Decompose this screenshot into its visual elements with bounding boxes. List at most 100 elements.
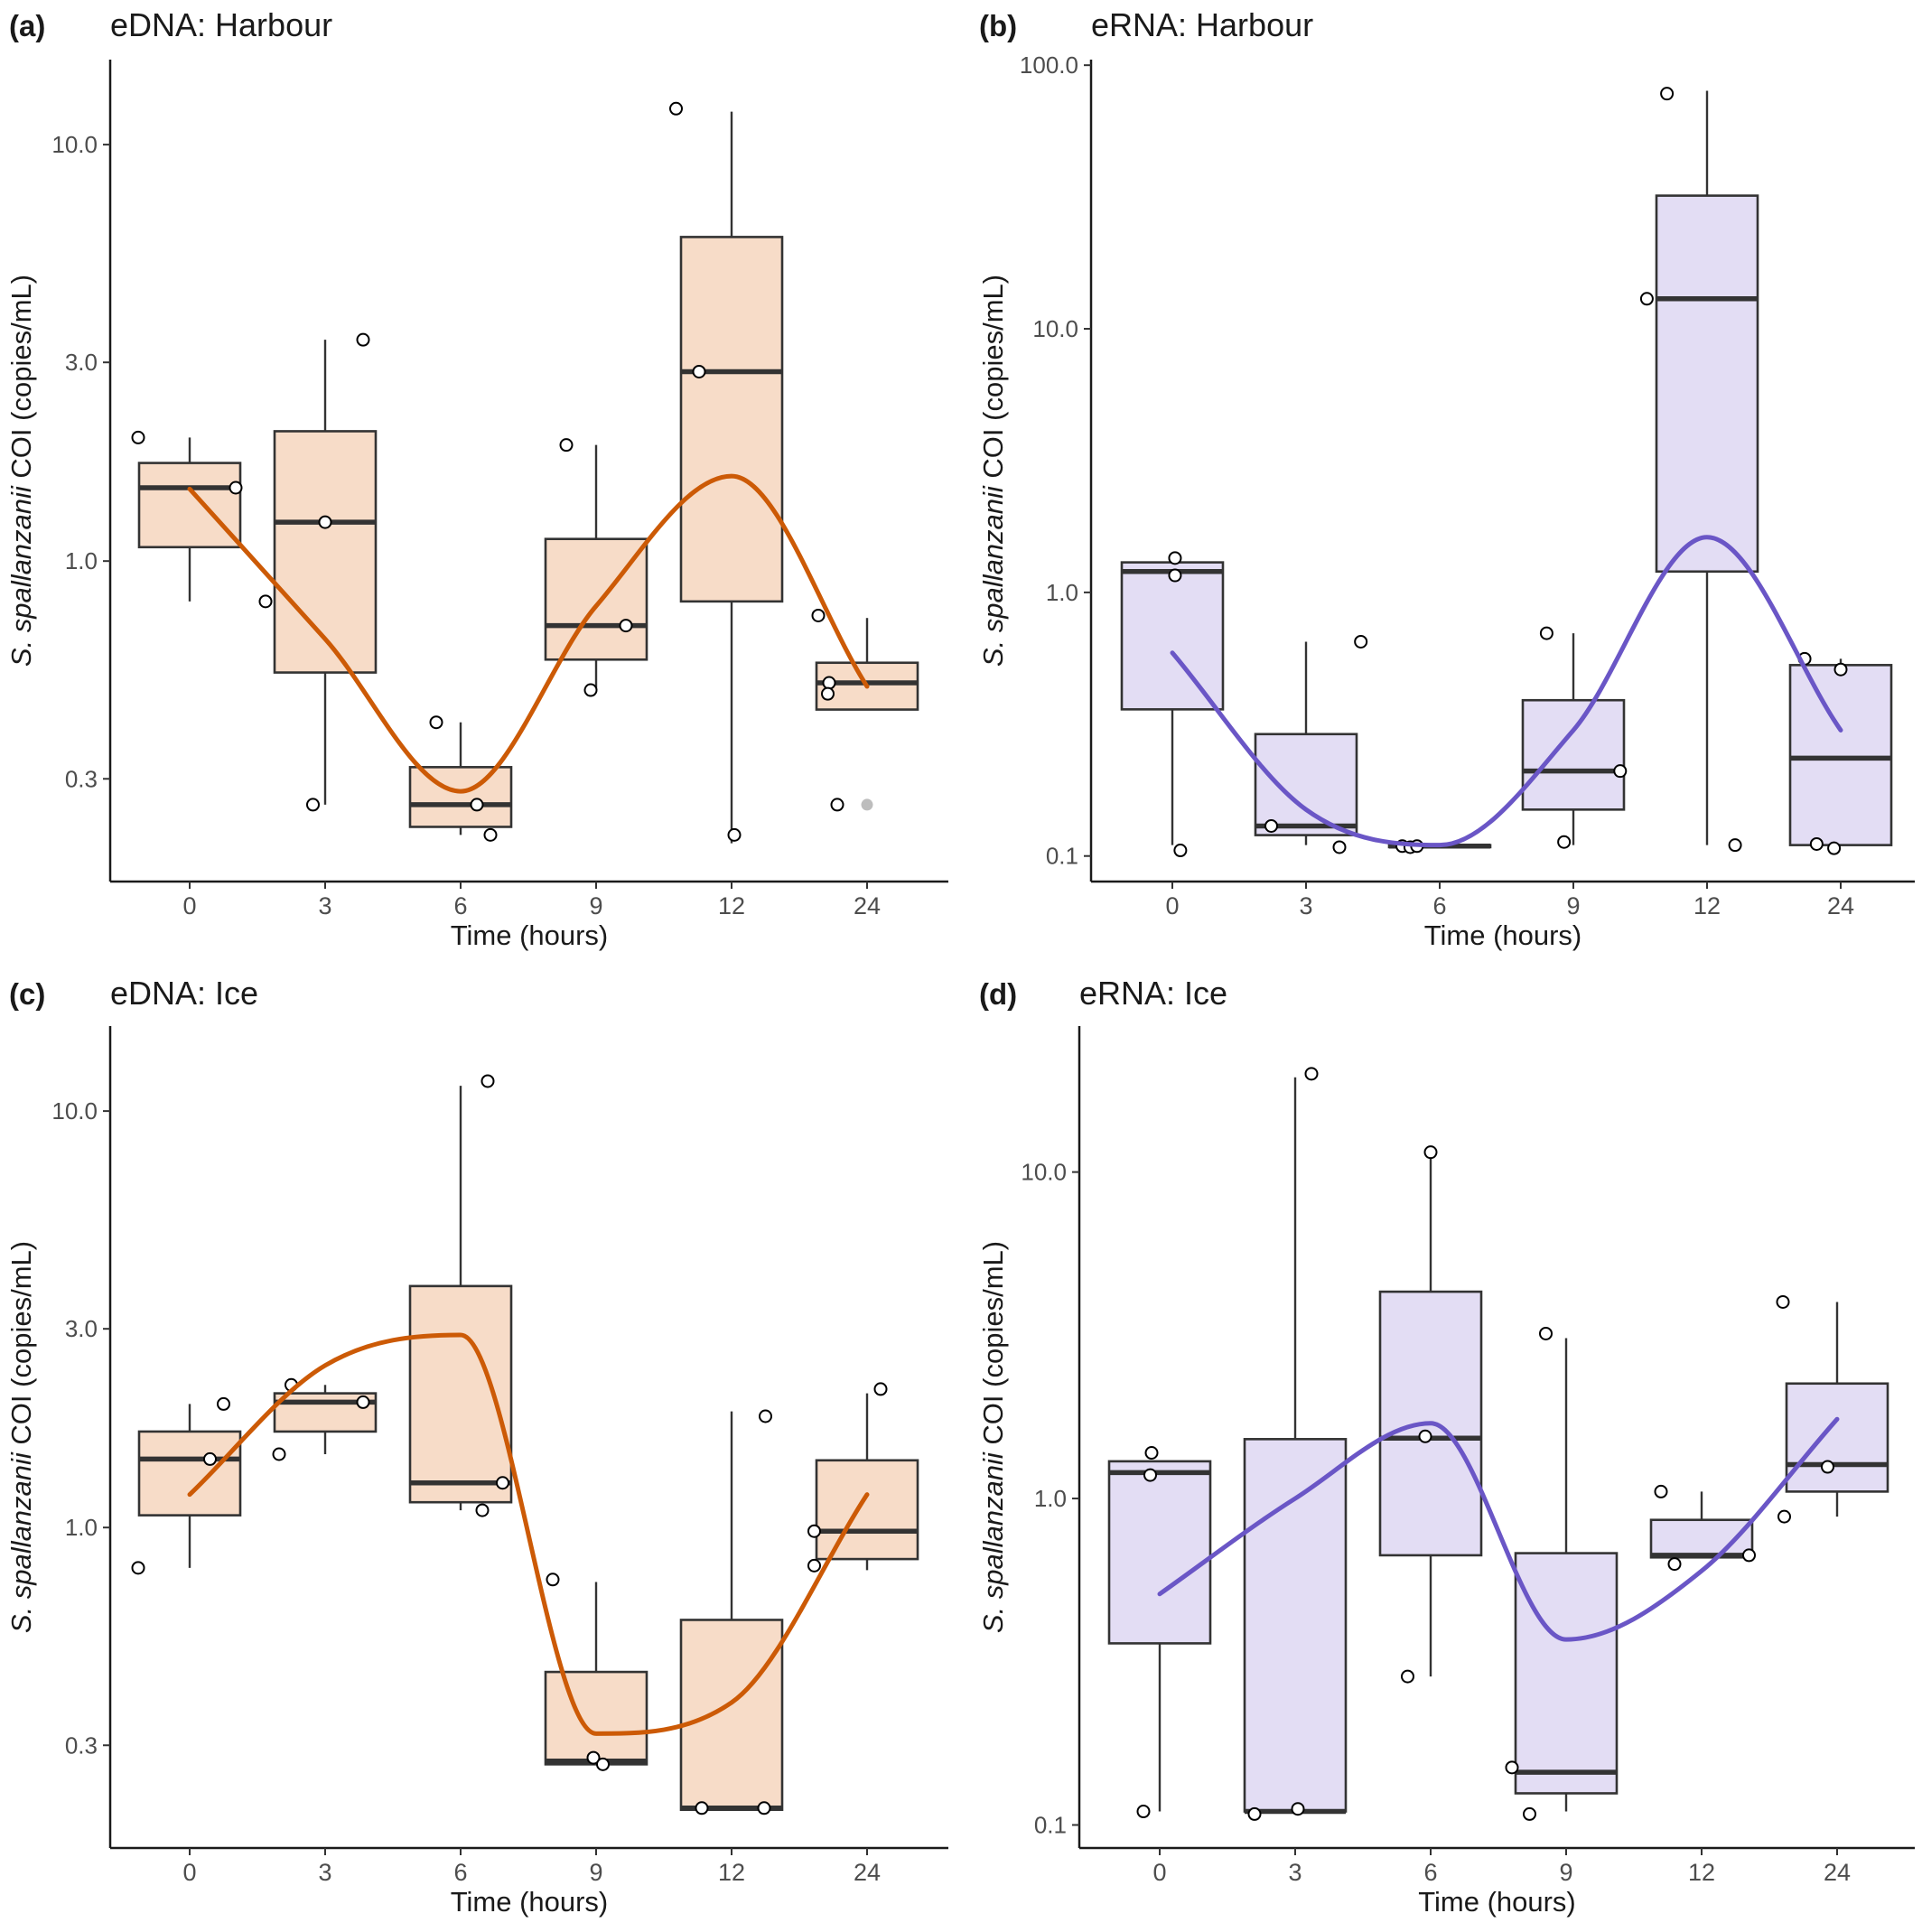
- box-iqr: [679, 236, 784, 603]
- boxplot-24h: [815, 1393, 919, 1571]
- y-axis-title-units: COI (copies/mL): [5, 275, 37, 486]
- x-tick-label: 0: [182, 892, 196, 919]
- data-point: [757, 1801, 771, 1815]
- data-point: [811, 608, 826, 622]
- x-tick-label: 0: [1165, 892, 1179, 919]
- data-point: [1304, 1067, 1319, 1081]
- data-point: [1291, 1802, 1305, 1816]
- data-point: [356, 332, 370, 347]
- data-point: [1742, 1548, 1756, 1563]
- box-iqr: [1655, 194, 1759, 574]
- data-point: [1728, 838, 1742, 853]
- data-point: [1505, 1760, 1519, 1775]
- trend-line: [187, 473, 870, 794]
- y-axis-title: S. spallanzanii COI (copies/mL): [977, 1241, 1009, 1633]
- y-tick-label: 3.0: [65, 349, 98, 376]
- data-point: [1332, 840, 1347, 854]
- data-point: [759, 1409, 772, 1423]
- x-tick-label: 6: [453, 892, 467, 919]
- y-tick-label: 10.0: [1021, 1159, 1067, 1186]
- boxplot-12h: [1655, 90, 1759, 845]
- data-point: [475, 1503, 490, 1517]
- data-point: [546, 1573, 560, 1587]
- x-tick-label: 9: [589, 892, 602, 919]
- box-iqr: [544, 1670, 648, 1766]
- outlier-point: [861, 798, 873, 811]
- boxplot-0h: [1107, 1460, 1212, 1812]
- data-point: [1639, 292, 1654, 306]
- panel-title: eRNA: Harbour: [1091, 6, 1313, 43]
- box-iqr: [273, 430, 378, 674]
- y-axis-title: S. spallanzanii COI (copies/mL): [5, 275, 37, 667]
- y-tick-label: 1.0: [1034, 1485, 1067, 1512]
- panel-title: eDNA: Ice: [110, 975, 258, 1012]
- data-point: [470, 798, 484, 812]
- data-point: [1401, 1669, 1414, 1684]
- y-axis-title: S. spallanzanii COI (copies/mL): [977, 275, 1009, 667]
- boxplot-3h: [273, 1385, 378, 1454]
- data-point: [669, 101, 683, 116]
- x-tick-label: 24: [854, 892, 881, 919]
- y-axis-title-units: COI (copies/mL): [977, 1241, 1009, 1452]
- panel-letter: (b): [979, 9, 1017, 42]
- x-axis-title: Time (hours): [1418, 1886, 1576, 1918]
- data-point: [1539, 1326, 1553, 1340]
- x-tick-label: 0: [182, 1859, 196, 1886]
- data-point: [131, 1561, 145, 1575]
- data-point: [821, 686, 835, 701]
- box-iqr: [544, 537, 648, 661]
- box-iqr: [1120, 561, 1225, 711]
- panel-a: (a) eDNA: Harbour 0.3 1.0 3.0 10.0 0 3 6 9 12 24 Tim…: [5, 6, 948, 951]
- y-tick-label: 1.0: [65, 547, 98, 574]
- panel-title: eDNA: Harbour: [110, 6, 332, 43]
- box-iqr: [1254, 733, 1358, 836]
- boxplot-24h: [1788, 658, 1893, 846]
- boxplot-0h: [137, 1404, 242, 1568]
- data-point: [1821, 1460, 1834, 1474]
- data-point: [619, 619, 633, 633]
- y-tick-label: 0.3: [65, 765, 98, 792]
- data-point: [822, 676, 836, 690]
- data-point: [306, 798, 320, 812]
- x-tick-label: 6: [1423, 1859, 1437, 1886]
- data-point: [807, 1558, 821, 1573]
- box-iqr: [679, 1619, 784, 1811]
- data-point: [559, 438, 574, 453]
- data-point: [586, 1750, 601, 1765]
- x-tick-label: 24: [854, 1859, 881, 1886]
- boxplot-6h: [1378, 1152, 1483, 1677]
- data-point: [1168, 551, 1182, 565]
- data-point: [727, 827, 742, 842]
- x-axis-title: Time (hours): [1424, 919, 1582, 951]
- y-tick-label: 0.1: [1034, 1811, 1067, 1838]
- x-tick-label: 12: [1693, 892, 1721, 919]
- x-tick-label: 3: [318, 892, 331, 919]
- data-point: [203, 1451, 217, 1466]
- x-tick-label: 3: [318, 1859, 331, 1886]
- boxplot-24h: [1785, 1302, 1889, 1517]
- data-point: [596, 1757, 610, 1771]
- data-point: [1833, 662, 1848, 677]
- data-point: [1667, 1557, 1682, 1572]
- boxplot-9h: [1514, 1338, 1619, 1812]
- x-tick-label: 6: [453, 1859, 467, 1886]
- data-point: [1613, 764, 1628, 779]
- data-point: [1173, 844, 1188, 858]
- y-tick-label: 10.0: [51, 131, 98, 158]
- boxplot-12h: [679, 111, 784, 844]
- x-tick-label: 24: [1824, 1859, 1851, 1886]
- boxplot-0h: [1120, 561, 1225, 845]
- x-tick-label: 12: [718, 1859, 745, 1886]
- x-tick-label: 9: [1566, 892, 1580, 919]
- data-point: [1654, 1484, 1668, 1498]
- box-iqr: [137, 462, 242, 549]
- data-point: [1776, 1294, 1790, 1309]
- panel-b: (b) eRNA: Harbour 0.1 1.0 10.0 100.0 0 3 6 9 12 24 T…: [977, 6, 1915, 951]
- x-tick-label: 12: [718, 892, 745, 919]
- box-iqr: [815, 661, 919, 711]
- data-point: [807, 1524, 821, 1538]
- data-point: [692, 364, 706, 378]
- y-tick-label: 0.3: [65, 1731, 98, 1759]
- x-tick-label: 12: [1688, 1859, 1715, 1886]
